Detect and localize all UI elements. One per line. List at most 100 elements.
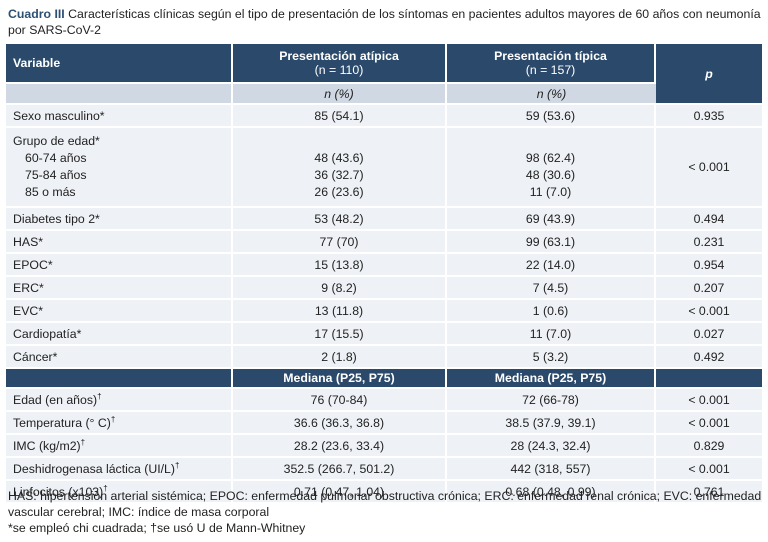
header-typical-title: Presentación típica <box>494 49 607 63</box>
age-group-item-label: 85 o más <box>25 185 76 199</box>
row-typical: 69 (43.9) <box>447 208 656 231</box>
table-row: Sexo masculino* 85 (54.1) 59 (53.6) 0.93… <box>6 105 762 128</box>
row-atypical: 352.5 (266.7, 501.2) <box>233 458 447 481</box>
row-typical: 11 (7.0) <box>447 323 656 346</box>
row-label: EVC* <box>6 300 233 323</box>
row-p: < 0.001 <box>656 412 762 435</box>
age-group-typical-value: 11 (7.0) <box>529 185 572 199</box>
age-group-item-label: 75-84 años <box>25 168 87 182</box>
table-row: Linfocitos (x103)† 0.71 (0.47, 1.04) 0.6… <box>6 481 762 504</box>
age-group-atypical-value: 26 (23.6) <box>314 185 364 199</box>
row-label: HAS* <box>6 231 233 254</box>
header-variable: Variable <box>6 44 233 84</box>
row-typical: 59 (53.6) <box>447 105 656 128</box>
age-group-typical-value: 48 (30.6) <box>525 168 576 182</box>
age-group-labels: Grupo de edad* 60-74 años 75-84 años 85 … <box>6 128 233 208</box>
median-band-typical: Mediana (P25, P75) <box>447 369 656 389</box>
row-p: 0.494 <box>656 208 762 231</box>
table-row: Diabetes tipo 2* 53 (48.2) 69 (43.9) 0.4… <box>6 208 762 231</box>
row-atypical: 28.2 (23.6, 33.4) <box>233 435 447 458</box>
row-p: 0.231 <box>656 231 762 254</box>
row-label: Cáncer* <box>6 346 233 369</box>
row-p: < 0.001 <box>656 300 762 323</box>
unit-band-atypical: n (%) <box>233 84 447 105</box>
row-label: EPOC* <box>6 254 233 277</box>
row-atypical: 0.71 (0.47, 1.04) <box>233 481 447 504</box>
header-row: Variable Presentación atípica (n = 110) … <box>6 44 762 105</box>
table-row: Cardiopatía* 17 (15.5) 11 (7.0) 0.027 <box>6 323 762 346</box>
row-atypical: 17 (15.5) <box>233 323 447 346</box>
row-typical: 442 (318, 557) <box>447 458 656 481</box>
table-row: Edad (en años)† 76 (70-84) 72 (66-78) < … <box>6 389 762 412</box>
row-typical: 5 (3.2) <box>447 346 656 369</box>
caption-text: Características clínicas según el tipo d… <box>8 7 761 37</box>
row-typical: 0.68 (0.48, 0.99) <box>447 481 656 504</box>
table-row: Deshidrogenasa láctica (UI/L)† 352.5 (26… <box>6 458 762 481</box>
row-typical: 22 (14.0) <box>447 254 656 277</box>
median-band-atypical: Mediana (P25, P75) <box>233 369 447 389</box>
header-p: p <box>656 44 762 105</box>
age-group-typical-value: 98 (62.4) <box>525 151 576 165</box>
median-band-empty <box>6 369 233 389</box>
row-atypical: 9 (8.2) <box>233 277 447 300</box>
header-atypical-title: Presentación atípica <box>279 49 399 63</box>
row-atypical: 53 (48.2) <box>233 208 447 231</box>
footnote-abbreviations: HAS: hipertensión arterial sistémica; EP… <box>8 489 762 519</box>
row-atypical: 85 (54.1) <box>233 105 447 128</box>
unit-band-empty <box>6 84 233 105</box>
table-row: Cáncer* 2 (1.8) 5 (3.2) 0.492 <box>6 346 762 369</box>
row-p: 0.207 <box>656 277 762 300</box>
row-p: < 0.001 <box>656 458 762 481</box>
row-label: Sexo masculino* <box>6 105 233 128</box>
age-group-p: < 0.001 <box>656 128 762 208</box>
row-p: < 0.001 <box>656 389 762 412</box>
row-label: Linfocitos (x103)† <box>6 481 233 504</box>
row-atypical: 77 (70) <box>233 231 447 254</box>
age-group-typical: 98 (62.4) 48 (30.6) 11 (7.0) <box>447 128 656 208</box>
row-typical: 99 (63.1) <box>447 231 656 254</box>
row-atypical: 76 (70-84) <box>233 389 447 412</box>
row-p: 0.492 <box>656 346 762 369</box>
age-group-title: Grupo de edad* <box>13 134 100 148</box>
table-row: HAS* 77 (70) 99 (63.1) 0.231 <box>6 231 762 254</box>
unit-band-typical: n (%) <box>447 84 656 105</box>
row-atypical: 2 (1.8) <box>233 346 447 369</box>
row-atypical: 13 (11.8) <box>233 300 447 323</box>
unit-band-row: n (%) n (%) <box>6 84 762 105</box>
age-group-atypical: 48 (43.6) 36 (32.7) 26 (23.6) <box>233 128 447 208</box>
row-p: 0.954 <box>656 254 762 277</box>
table-row: Temperatura (° C)† 36.6 (36.3, 36.8) 38.… <box>6 412 762 435</box>
row-p: 0.829 <box>656 435 762 458</box>
age-group-item-label: 60-74 años <box>25 151 87 165</box>
caption-label: Cuadro III <box>8 7 65 21</box>
row-typical: 38.5 (37.9, 39.1) <box>447 412 656 435</box>
row-p: 0.027 <box>656 323 762 346</box>
table-row-age-group: Grupo de edad* 60-74 años 75-84 años 85 … <box>6 128 762 208</box>
row-p: 0.935 <box>656 105 762 128</box>
row-typical: 72 (66-78) <box>447 389 656 412</box>
table-row: IMC (kg/m2)† 28.2 (23.6, 33.4) 28 (24.3,… <box>6 435 762 458</box>
header-atypical: Presentación atípica (n = 110) <box>233 44 447 84</box>
row-typical: 28 (24.3, 32.4) <box>447 435 656 458</box>
age-group-atypical-value: 48 (43.6) <box>314 151 364 165</box>
header-atypical-n: (n = 110) <box>314 63 364 77</box>
row-p: 0.761 <box>656 481 762 504</box>
row-label: Edad (en años)† <box>6 389 233 412</box>
header-typical-n: (n = 157) <box>525 63 576 77</box>
table-row: EPOC* 15 (13.8) 22 (14.0) 0.954 <box>6 254 762 277</box>
row-label: Cardiopatía* <box>6 323 233 346</box>
row-label: ERC* <box>6 277 233 300</box>
row-atypical: 15 (13.8) <box>233 254 447 277</box>
header-typical: Presentación típica (n = 157) <box>447 44 656 84</box>
age-group-atypical-value: 36 (32.7) <box>314 168 364 182</box>
row-label: Diabetes tipo 2* <box>6 208 233 231</box>
row-label: IMC (kg/m2)† <box>6 435 233 458</box>
clinical-characteristics-table: Variable Presentación atípica (n = 110) … <box>6 44 762 504</box>
row-label: Temperatura (° C)† <box>6 412 233 435</box>
table-footnotes: HAS: hipertensión arterial sistémica; EP… <box>8 488 763 536</box>
table-row: EVC* 13 (11.8) 1 (0.6) < 0.001 <box>6 300 762 323</box>
median-band-p-empty <box>656 369 762 389</box>
table-caption: Cuadro III Características clínicas segú… <box>8 6 763 38</box>
footnote-statistics: *se empleó chi cuadrada; †se usó U de Ma… <box>8 521 306 535</box>
